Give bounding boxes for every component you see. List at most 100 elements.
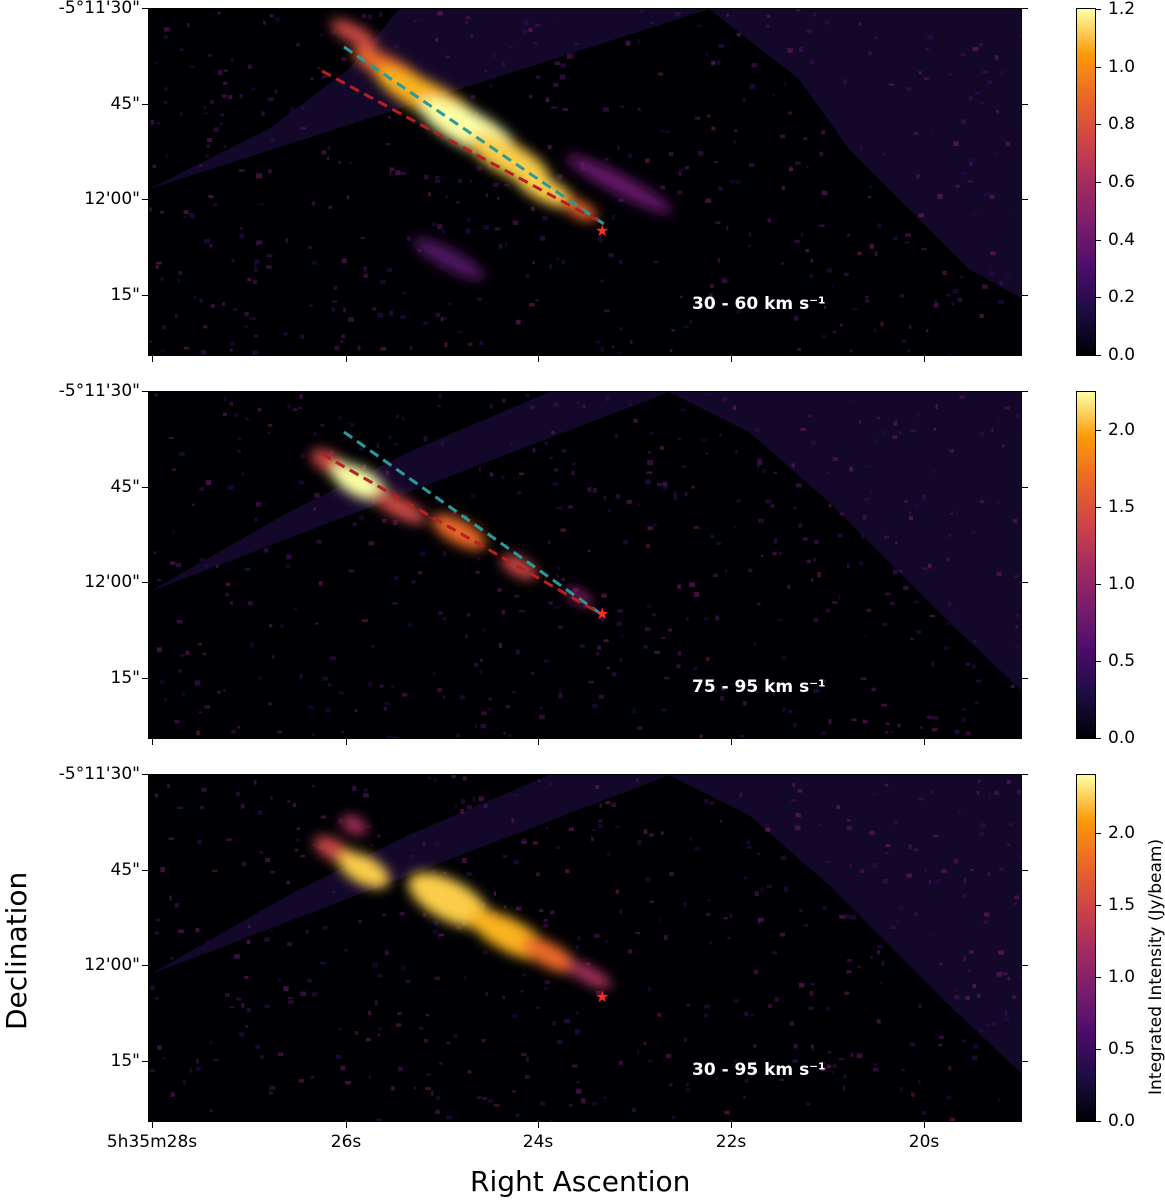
noise-speck	[197, 643, 202, 646]
noise-speck	[598, 819, 603, 823]
noise-speck	[411, 580, 416, 584]
noise-speck	[298, 480, 305, 485]
noise-speck	[228, 485, 234, 490]
outflow-axis-line	[321, 452, 602, 616]
noise-speck	[266, 254, 273, 258]
noise-speck	[476, 166, 482, 171]
noise-speck	[844, 991, 850, 995]
noise-speck	[922, 494, 926, 500]
noise-speck	[632, 708, 636, 713]
noise-speck	[502, 62, 505, 67]
noise-speck	[729, 913, 732, 918]
noise-speck	[258, 407, 262, 412]
noise-speck	[307, 978, 312, 983]
noise-speck	[744, 1078, 749, 1083]
noise-speck	[699, 734, 703, 738]
noise-speck	[263, 548, 269, 553]
noise-speck	[235, 791, 240, 796]
noise-speck	[873, 1063, 878, 1066]
noise-speck	[967, 969, 971, 973]
noise-speck	[605, 939, 608, 944]
noise-speck	[605, 801, 611, 805]
noise-speck	[915, 504, 919, 509]
noise-speck	[939, 1035, 944, 1039]
noise-speck	[245, 1025, 248, 1028]
noise-speck	[928, 563, 932, 569]
noise-speck	[734, 526, 737, 529]
noise-speck	[487, 707, 491, 711]
noise-speck	[422, 912, 427, 917]
noise-speck	[541, 215, 548, 221]
noise-speck	[910, 429, 916, 432]
y-tick	[142, 8, 148, 9]
noise-speck	[1006, 779, 1011, 785]
noise-speck	[808, 1006, 814, 1010]
noise-speck	[660, 445, 664, 450]
noise-speck	[348, 317, 354, 322]
noise-speck	[810, 258, 814, 263]
noise-speck	[721, 686, 726, 691]
noise-speck	[669, 872, 674, 877]
noise-speck	[368, 682, 373, 687]
noise-speck	[860, 145, 863, 150]
noise-speck	[911, 1092, 915, 1097]
noise-speck	[903, 585, 909, 590]
noise-speck	[612, 345, 615, 348]
noise-speck	[334, 346, 340, 351]
noise-speck	[876, 416, 880, 420]
noise-speck	[979, 101, 985, 105]
noise-speck	[206, 138, 213, 142]
y-tick-right	[1022, 965, 1028, 967]
noise-speck	[672, 1115, 676, 1119]
noise-speck	[897, 723, 901, 728]
noise-speck	[826, 268, 832, 273]
y-tick-right	[1022, 582, 1028, 584]
colorbar-tick-label: 0.0	[1108, 345, 1136, 365]
noise-speck	[579, 644, 585, 648]
noise-speck	[693, 525, 700, 529]
noise-speck	[867, 196, 872, 199]
noise-speck	[576, 1011, 579, 1014]
noise-speck	[606, 667, 610, 670]
noise-speck	[959, 395, 965, 399]
noise-speck	[425, 1014, 430, 1017]
noise-speck	[587, 487, 592, 492]
noise-speck	[709, 801, 715, 805]
y-tick	[142, 103, 148, 105]
noise-speck	[952, 614, 957, 618]
noise-speck	[475, 570, 480, 574]
noise-speck	[604, 1096, 607, 1099]
noise-speck	[676, 663, 681, 669]
noise-speck	[832, 601, 838, 604]
noise-speck	[871, 687, 876, 692]
noise-speck	[617, 145, 620, 150]
noise-speck	[663, 935, 668, 940]
y-axis-title: Declination	[0, 871, 33, 1030]
noise-speck	[1013, 645, 1020, 649]
noise-speck	[322, 75, 328, 78]
noise-speck	[512, 1090, 516, 1093]
noise-speck	[560, 63, 567, 68]
noise-speck	[434, 842, 440, 848]
noise-speck	[772, 692, 775, 696]
noise-speck	[481, 711, 487, 716]
noise-speck	[568, 505, 573, 509]
noise-speck	[648, 451, 651, 454]
noise-speck	[904, 241, 910, 244]
noise-speck	[651, 613, 656, 617]
noise-speck	[930, 790, 933, 794]
noise-speck	[689, 582, 696, 587]
noise-speck	[300, 453, 305, 459]
noise-speck	[154, 931, 160, 935]
colorbar-tick	[1095, 297, 1101, 299]
noise-speck	[444, 342, 448, 348]
noise-speck	[926, 715, 933, 719]
noise-speck	[931, 129, 934, 133]
noise-speck	[482, 1097, 487, 1100]
noise-speck	[170, 957, 175, 960]
noise-speck	[1019, 581, 1021, 584]
noise-speck	[252, 350, 259, 355]
noise-speck	[478, 466, 481, 472]
noise-speck	[440, 317, 443, 322]
noise-speck	[881, 960, 885, 966]
